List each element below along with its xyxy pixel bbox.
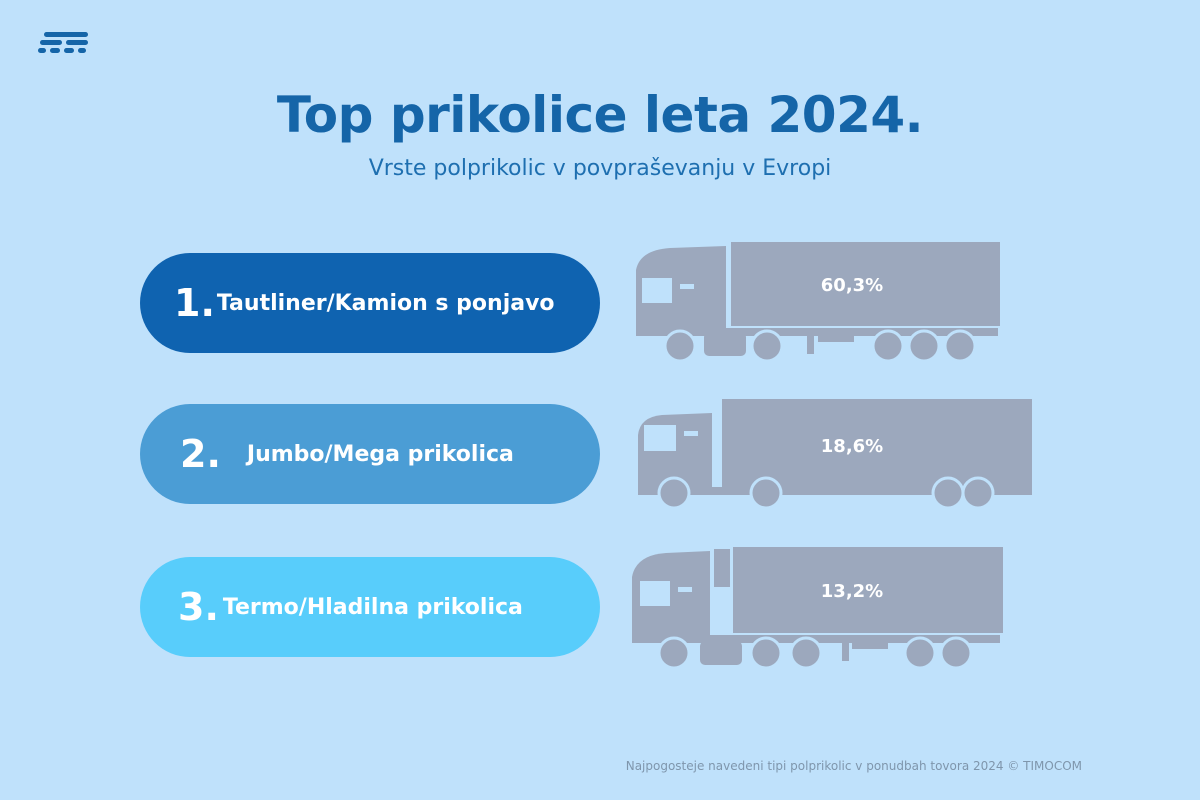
rank-label: Termo/Hladilna prikolica — [222, 594, 523, 620]
rank-label: Jumbo/Mega prikolica — [246, 441, 514, 467]
share-value: 60,3% — [821, 275, 883, 296]
rank-number: 1. — [174, 281, 215, 325]
share-value: 18,6% — [821, 436, 883, 457]
rank-item-1: 1. Tautliner/Kamion s ponjavo — [140, 253, 600, 353]
page-subtitle: Vrste polprikolic v povpraševanju v Evro… — [368, 156, 832, 181]
page-title: Top prikolice leta 2024. — [276, 86, 924, 144]
mega-trailer-truck-icon: 18,6% — [638, 399, 1032, 510]
rank-item-2: 2. Jumbo/Mega prikolica — [140, 404, 600, 504]
rank-label: Tautliner/Kamion s ponjavo — [216, 290, 555, 316]
refrigerated-truck-icon: 13,2% — [632, 547, 1003, 670]
curtainsider-truck-icon: 60,3% — [636, 242, 1000, 363]
timocom-logo-icon — [38, 32, 88, 53]
rank-number: 3. — [178, 585, 219, 629]
share-value: 13,2% — [821, 581, 883, 602]
rank-number: 2. — [180, 432, 221, 476]
source-footnote: Najpogosteje navedeni tipi polprikolic v… — [625, 759, 1082, 773]
rank-item-3: 3. Termo/Hladilna prikolica — [140, 557, 600, 657]
